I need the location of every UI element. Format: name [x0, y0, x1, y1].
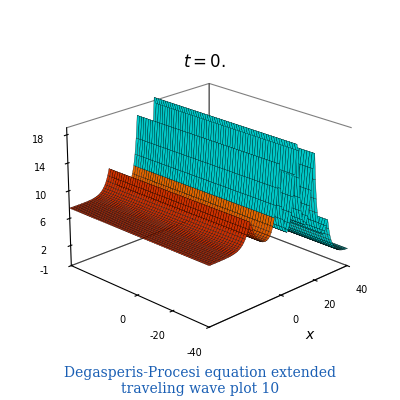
Title: $t = 0.$: $t = 0.$	[184, 54, 226, 71]
Text: Degasperis-Procesi equation extended
traveling wave plot 10: Degasperis-Procesi equation extended tra…	[64, 366, 336, 396]
X-axis label: $x$: $x$	[305, 328, 316, 342]
